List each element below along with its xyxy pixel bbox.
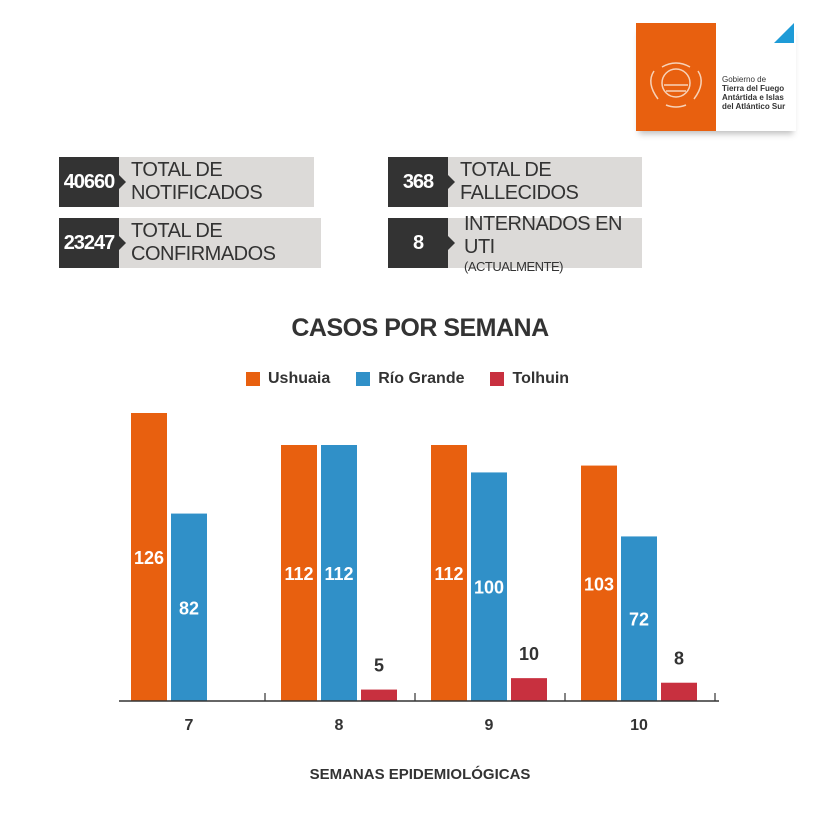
stat-internados-uti: 8 INTERNADOS EN UTI (ACTUALMENTE) (388, 213, 642, 274)
bar-ushuaia-week-7 (131, 413, 167, 701)
stat-label: INTERNADOS EN UTI (ACTUALMENTE) (448, 213, 642, 274)
x-tick-label: 10 (630, 717, 648, 734)
stat-label: TOTAL DE FALLECIDOS (448, 157, 642, 207)
data-label: 82 (179, 598, 199, 618)
legend-item-tolhuin: Tolhuin (490, 370, 569, 388)
data-label: 112 (434, 564, 463, 584)
legend-item-ushuaia: Ushuaia (246, 370, 330, 388)
bar-r-o-grande-week-8 (321, 445, 357, 701)
government-logo: Gobierno de Tierra del Fuego Antártida e… (636, 23, 796, 131)
logo-line: Gobierno de (722, 75, 767, 84)
x-tick-label: 7 (185, 717, 194, 734)
legend-swatch (356, 372, 371, 386)
stat-label-text: TOTAL DE CONFIRMADOS (131, 220, 276, 265)
chart-legend: Ushuaia Río Grande Tolhuin (246, 370, 569, 388)
legend-swatch (490, 372, 505, 386)
logo-line: Antártida e Islas (722, 93, 784, 102)
bar-tolhuin-week-9 (511, 678, 547, 701)
stat-label-text: INTERNADOS EN UTI (464, 212, 622, 258)
bar-r-o-grande-week-9 (471, 472, 507, 701)
data-label: 112 (324, 564, 353, 584)
x-axis-title: SEMANAS EPIDEMIOLÓGICAS (309, 766, 531, 783)
bar-ushuaia-week-10 (581, 465, 617, 701)
x-tick-label: 9 (485, 717, 494, 734)
stat-label-text: TOTAL DE FALLECIDOS (460, 159, 579, 204)
data-label: 112 (284, 564, 313, 584)
stat-label: TOTAL DE CONFIRMADOS (119, 218, 321, 268)
stat-sublabel: (ACTUALMENTE) (464, 258, 563, 274)
bar-tolhuin-week-10 (661, 682, 697, 701)
chart-title: CASOS POR SEMANA (291, 314, 549, 342)
legend-label: Tolhuin (512, 370, 570, 387)
bar-r-o-grande-week-7 (171, 513, 207, 701)
legend-label: Ushuaia (268, 370, 331, 387)
stat-fallecidos: 368 TOTAL DE FALLECIDOS (388, 157, 642, 207)
bar-ushuaia-week-9 (431, 445, 467, 701)
stat-value: 8 (388, 218, 455, 268)
stat-confirmados: 23247 TOTAL DE CONFIRMADOS (59, 218, 321, 268)
x-tick-label: 8 (335, 717, 344, 734)
data-label: 72 (629, 610, 649, 630)
bar-tolhuin-week-8 (361, 689, 397, 701)
stat-value: 23247 (59, 218, 126, 268)
legend-label: Río Grande (378, 370, 465, 387)
bar-ushuaia-week-8 (281, 445, 317, 701)
data-label: 5 (374, 656, 384, 676)
logo-text: Gobierno de Tierra del Fuego Antártida e… (722, 75, 785, 111)
legend-swatch (246, 372, 260, 386)
bar-r-o-grande-week-10 (621, 536, 657, 701)
logo-line: Tierra del Fuego (722, 84, 785, 93)
data-label: 100 (474, 578, 504, 598)
stat-value: 368 (388, 157, 455, 207)
stat-label: TOTAL DE NOTIFICADOS (119, 157, 314, 207)
data-label: 126 (134, 548, 164, 568)
legend-item-rio-grande: Río Grande (356, 370, 464, 388)
logo-line: del Atlántico Sur (722, 102, 786, 111)
corner-triangle-decoration (774, 23, 794, 43)
data-label: 10 (519, 644, 539, 664)
stat-label-text: TOTAL DE NOTIFICADOS (131, 159, 263, 204)
stat-value: 40660 (59, 157, 126, 207)
data-label: 103 (584, 574, 614, 594)
coat-of-arms-emblem (636, 23, 716, 131)
stat-notificados: 40660 TOTAL DE NOTIFICADOS (59, 157, 314, 207)
data-label: 8 (674, 649, 684, 669)
